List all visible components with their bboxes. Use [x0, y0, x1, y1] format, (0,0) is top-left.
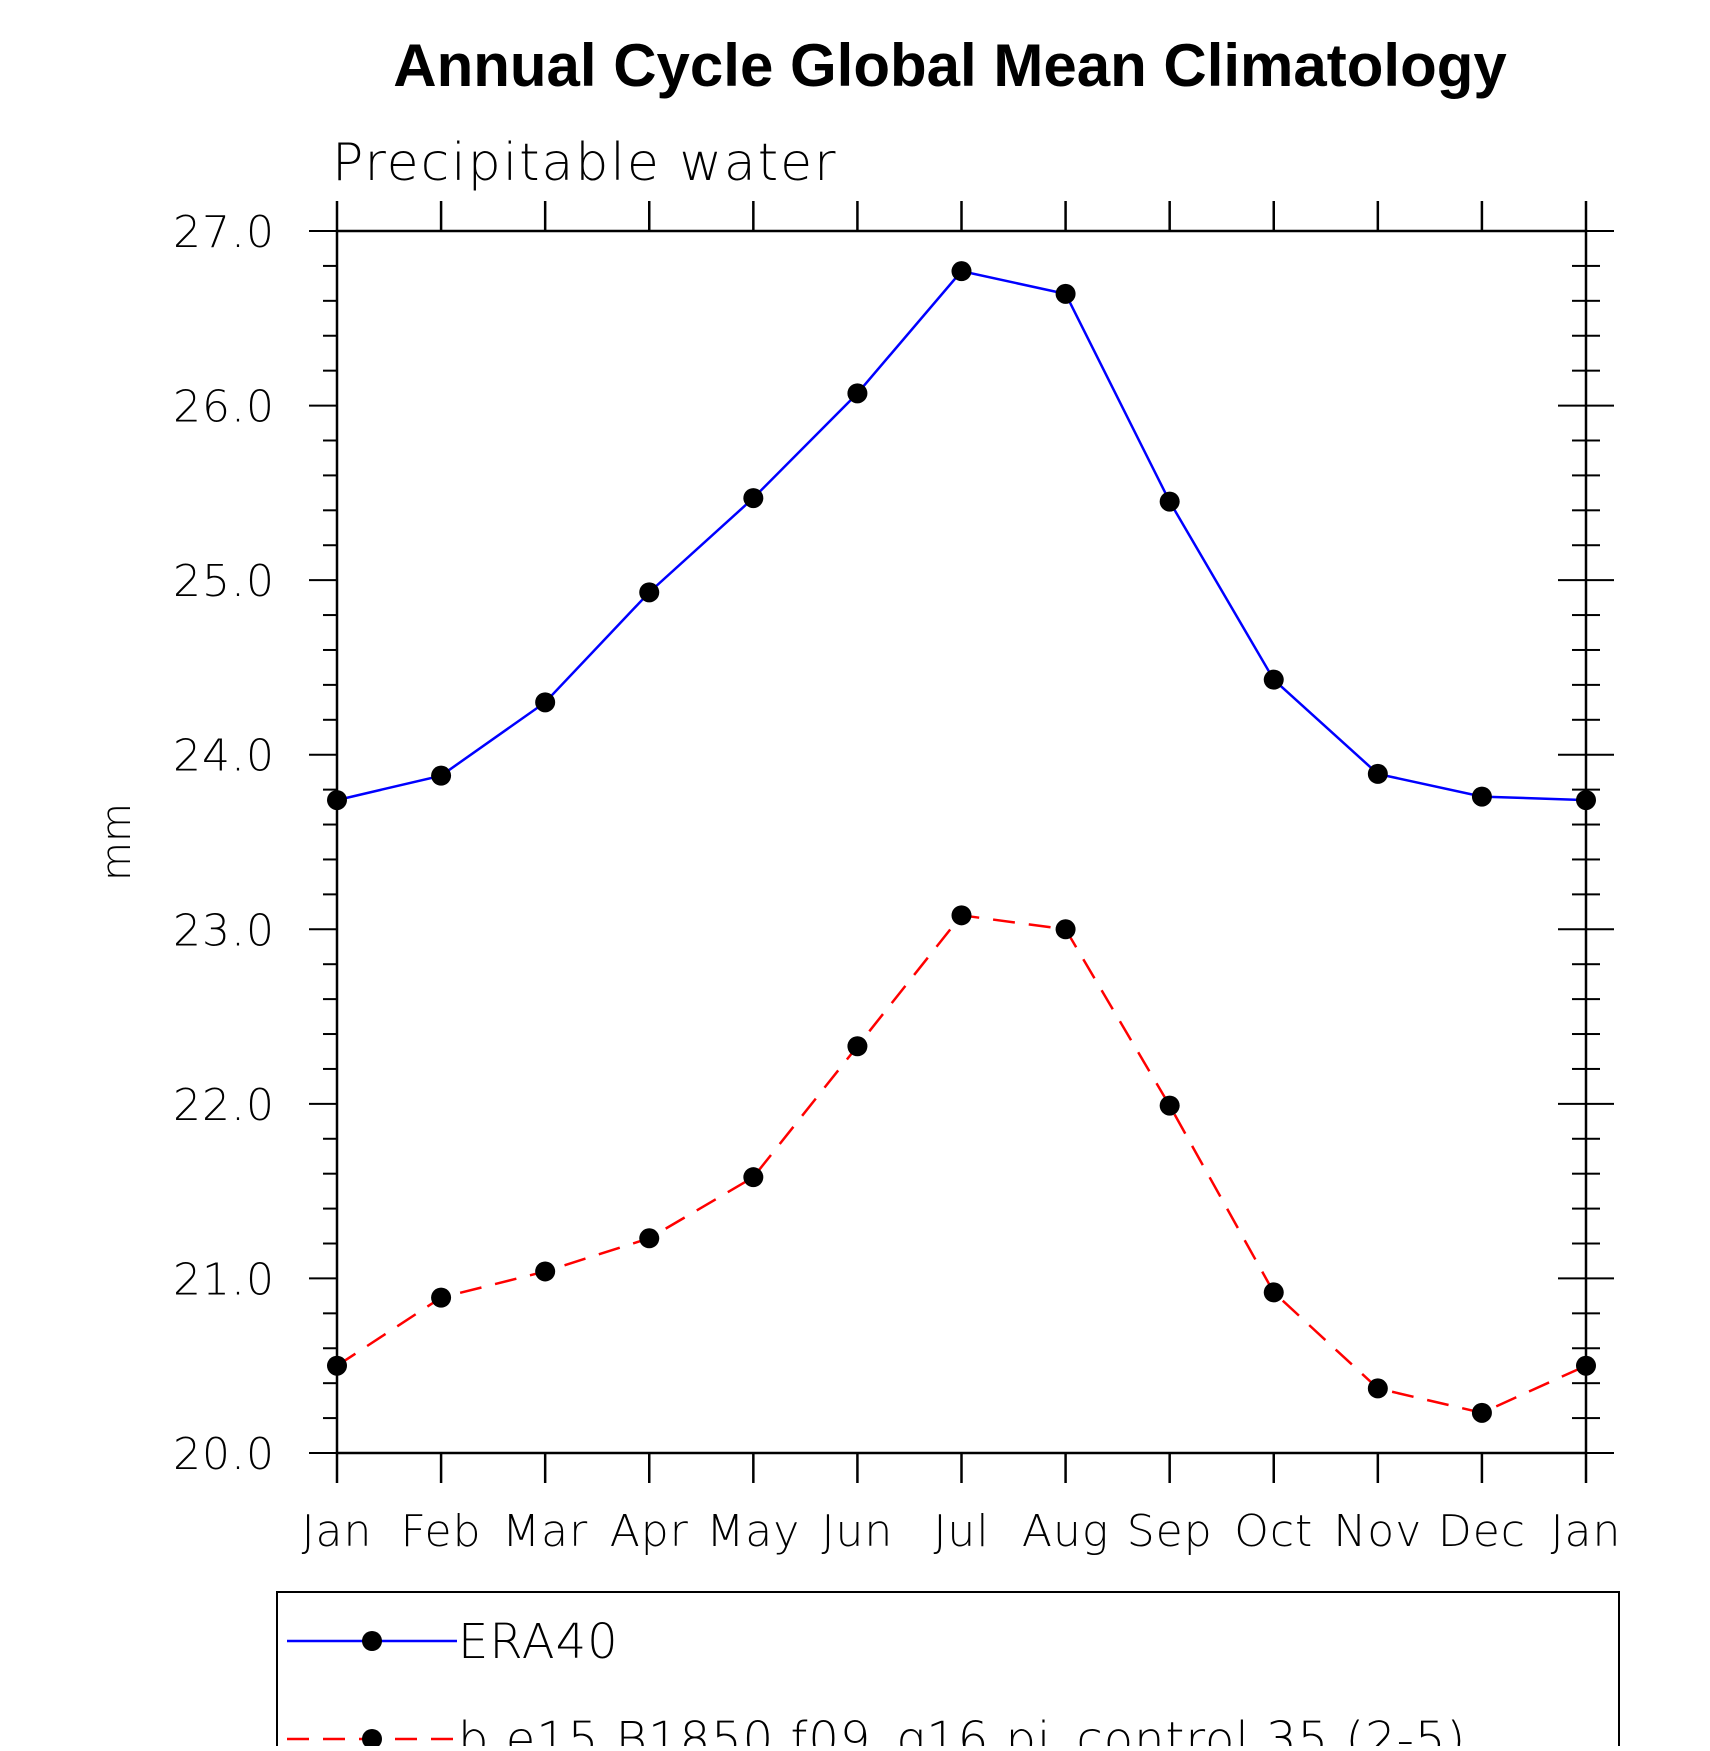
x-tick-label: Sep [1127, 1506, 1213, 1557]
chart-subtitle: Precipitable water [332, 133, 838, 193]
data-point [431, 1287, 452, 1308]
data-point [1159, 1095, 1180, 1116]
data-point [951, 905, 972, 926]
chart-title: Annual Cycle Global Mean Climatology [393, 32, 1507, 99]
data-point [1576, 790, 1596, 811]
data-point [743, 488, 764, 509]
plot-frame [335, 229, 1588, 1455]
x-tick-label: Jan [302, 1506, 373, 1557]
x-tick-label: Mar [502, 1506, 588, 1557]
data-point [1471, 1402, 1492, 1423]
legend-entry-1: ERA40 [458, 1614, 619, 1670]
y-tick-label: 20.0 [173, 1429, 275, 1480]
data-point [431, 765, 452, 786]
x-tick-label: Aug [1022, 1506, 1109, 1557]
y-tick-label: 26.0 [173, 382, 275, 433]
data-point [1159, 491, 1180, 512]
y-tick-label: 25.0 [173, 556, 275, 607]
x-tick-label: Jun [822, 1506, 894, 1557]
legend-entry-2: b.e15.B1850.f09_g16.pi_control.35 (2-5) [458, 1712, 1466, 1746]
legend: ERA40 b.e15.B1850.f09_g16.pi_control.35 (… [276, 1591, 1620, 1751]
x-tick-label: Feb [401, 1506, 482, 1557]
data-point [1263, 669, 1284, 690]
y-tick-label: 24.0 [173, 731, 275, 782]
data-point [1367, 763, 1388, 784]
data-point [1367, 1378, 1388, 1399]
y-tick-label: 27.0 [173, 207, 275, 258]
y-axis-label: mm [94, 803, 140, 881]
x-tick-label: May [706, 1506, 800, 1557]
x-tick-label: Nov [1333, 1506, 1422, 1557]
x-tick-label: Oct [1234, 1506, 1313, 1557]
data-point [1055, 919, 1076, 940]
data-point [1576, 1355, 1596, 1376]
series-line-1 [336, 269, 1587, 802]
x-tick-label: Jul [933, 1506, 989, 1557]
data-point [639, 582, 660, 603]
x-tick-label: Dec [1438, 1506, 1526, 1557]
y-tick-label: 22.0 [173, 1080, 275, 1131]
data-point [639, 1228, 660, 1249]
data-point [327, 790, 347, 811]
data-point [951, 261, 972, 282]
series-line-2 [336, 913, 1587, 1415]
x-tick-label: Jan [1551, 1506, 1622, 1557]
data-point [1263, 1282, 1284, 1303]
data-point [847, 383, 868, 404]
legend-box [276, 1591, 1620, 1751]
data-point [535, 1261, 556, 1282]
data-point [1471, 786, 1492, 807]
data-point [1055, 283, 1076, 304]
data-point [743, 1167, 764, 1188]
legend-marker-1 [362, 1631, 382, 1651]
x-tick-label: Apr [610, 1506, 689, 1557]
y-tick-label: 21.0 [173, 1254, 275, 1305]
plot-area: 20.0 21.0 22.0 23.0 24.0 25.0 26.0 27.0 Jan Feb Ma… [173, 201, 1622, 1557]
data-point [847, 1036, 868, 1057]
y-tick-label: 23.0 [173, 905, 275, 956]
data-point [535, 692, 556, 713]
data-point [327, 1355, 347, 1376]
legend-marker-2 [362, 1729, 382, 1749]
